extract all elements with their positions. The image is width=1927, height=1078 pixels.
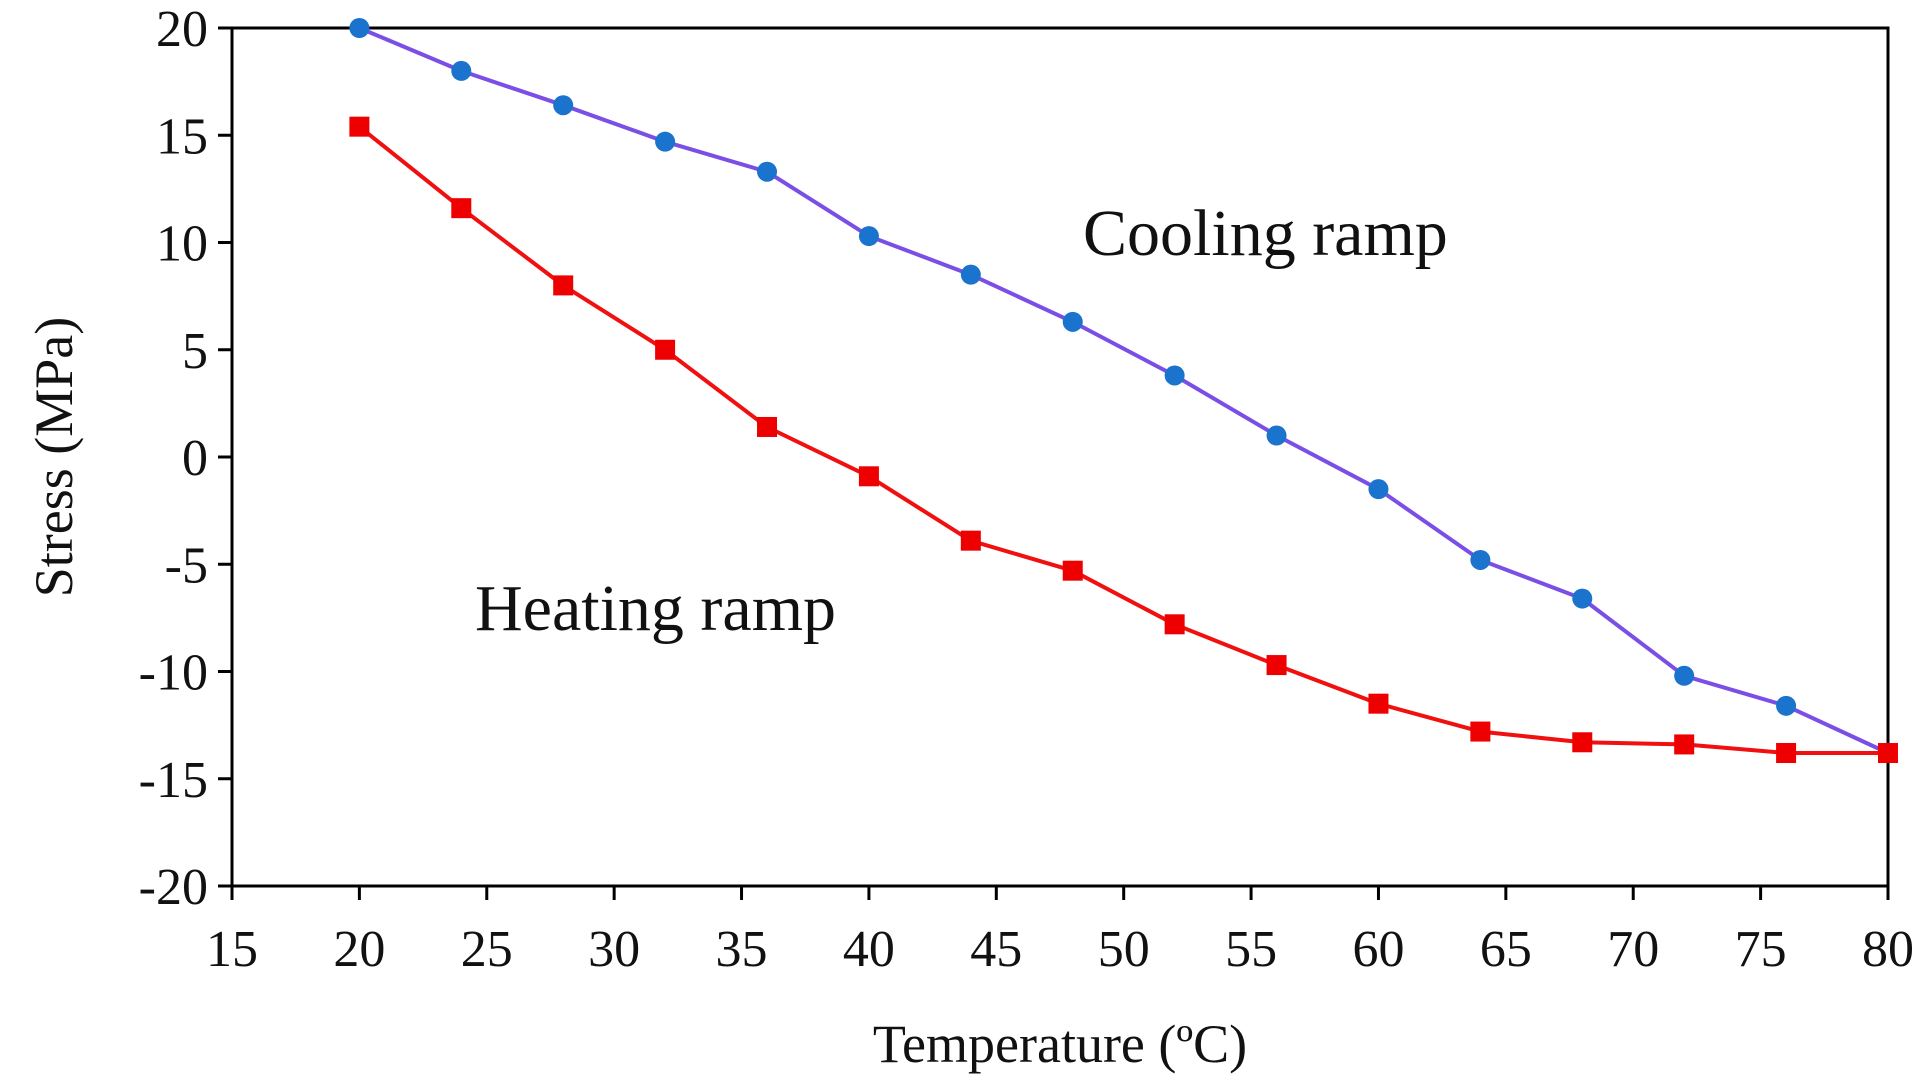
cooling-ramp-point	[655, 132, 675, 152]
y-tick-label: 20	[156, 1, 208, 58]
cooling-ramp-point	[1572, 589, 1592, 609]
cooling-ramp-point	[859, 226, 879, 246]
y-axis: 20 15 10 5 0 -5 -10 -15 -20	[139, 1, 232, 916]
y-tick-label: -20	[139, 859, 208, 916]
y-axis-title: Stress (MPa)	[24, 317, 84, 598]
x-tick-label: 55	[1225, 921, 1277, 978]
y-tick-label: 0	[182, 430, 208, 487]
heating-ramp-point	[1165, 614, 1185, 634]
x-tick-label: 65	[1480, 921, 1532, 978]
x-axis-title: Temperature (ºC)	[873, 1014, 1247, 1074]
heating-ramp-label: Heating ramp	[475, 572, 836, 645]
heating-ramp-point	[349, 117, 369, 137]
y-tick-label: 10	[156, 216, 208, 273]
heating-ramp-point	[757, 417, 777, 437]
cooling-ramp-point	[349, 18, 369, 38]
cooling-ramp-point	[553, 95, 573, 115]
heating-ramp-point	[1776, 743, 1796, 763]
cooling-ramp-point	[1470, 550, 1490, 570]
x-axis: 15 20 25 30 35 40 45 50 55 60 65 70 75 80	[206, 886, 1914, 978]
x-tick-label: 30	[588, 921, 640, 978]
y-tick-label: 5	[182, 323, 208, 380]
cooling-ramp-point	[451, 61, 471, 81]
heating-ramp-point	[655, 340, 675, 360]
heating-ramp-point	[859, 466, 879, 486]
heating-ramp-point	[1878, 743, 1898, 763]
y-tick-label: -5	[165, 537, 208, 594]
x-tick-label: 50	[1098, 921, 1150, 978]
heating-ramp-point	[1470, 722, 1490, 742]
cooling-ramp-point	[757, 162, 777, 182]
x-tick-label: 40	[843, 921, 895, 978]
heating-ramp-point	[1572, 732, 1592, 752]
heating-ramp-point	[1063, 561, 1083, 581]
x-tick-label: 75	[1735, 921, 1787, 978]
x-tick-label: 35	[716, 921, 768, 978]
x-tick-label: 80	[1862, 921, 1914, 978]
cooling-ramp-point	[1776, 696, 1796, 716]
cooling-ramp-point	[1674, 666, 1694, 686]
y-tick-label: -15	[139, 752, 208, 809]
x-tick-label: 60	[1352, 921, 1404, 978]
heating-ramp-point	[1368, 694, 1388, 714]
heating-ramp-point	[451, 198, 471, 218]
plot-area-frame	[232, 28, 1888, 886]
y-tick-label: 15	[156, 108, 208, 165]
x-tick-label: 20	[333, 921, 385, 978]
cooling-ramp-point	[1165, 365, 1185, 385]
cooling-ramp-point	[961, 265, 981, 285]
cooling-ramp-point	[1368, 479, 1388, 499]
cooling-ramp-label: Cooling ramp	[1083, 197, 1448, 270]
heating-ramp-point	[1267, 655, 1287, 675]
cooling-ramp-point	[1063, 312, 1083, 332]
heating-ramp-point	[553, 275, 573, 295]
cooling-ramp-point	[1267, 426, 1287, 446]
stress-temperature-chart: 20151050-5-10-15-20 15 20 25 30 35 40 45 50 55 60…	[0, 0, 1927, 1078]
x-tick-label: 45	[970, 921, 1022, 978]
heating-ramp-point	[1674, 734, 1694, 754]
x-tick-label: 15	[206, 921, 258, 978]
x-tick-label: 25	[461, 921, 513, 978]
heating-ramp-point	[961, 531, 981, 551]
x-tick-label: 70	[1607, 921, 1659, 978]
y-tick-label: -10	[139, 645, 208, 702]
